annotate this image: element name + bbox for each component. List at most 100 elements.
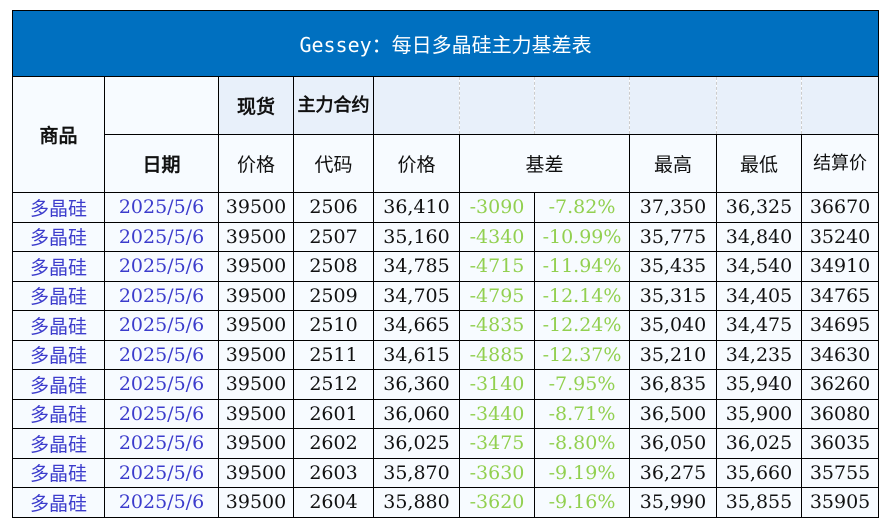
cell-low: 34,475: [716, 310, 802, 341]
cell-basis: -4885: [459, 339, 535, 370]
cell-code: 2507: [293, 221, 374, 252]
cell-product: 多晶硅: [12, 339, 105, 370]
cell-high: 36,050: [629, 428, 717, 459]
cell-settle: 34630: [800, 339, 880, 370]
cell-basis: -4835: [459, 310, 535, 341]
cell-price: 34,785: [373, 251, 460, 282]
cell-settle: 34765: [800, 280, 880, 311]
cell-date: 2025/5/6: [104, 221, 219, 252]
basis-table: Gessey：每日多晶硅主力基差表 商品 现货 主力合约 日期 价格 代码 价格…: [11, 10, 880, 518]
table-title: Gessey：每日多晶硅主力基差表: [11, 10, 880, 77]
cell-settle: 36080: [800, 398, 880, 429]
cell-spot: 39500: [218, 221, 294, 252]
cell-low: 35,900: [716, 398, 802, 429]
cell-price: 36,060: [373, 398, 460, 429]
cell-date: 2025/5/6: [104, 457, 219, 488]
cell-price: 36,360: [373, 369, 460, 400]
cell-product: 多晶硅: [12, 457, 105, 488]
header-low: 最低: [716, 134, 802, 193]
cell-high: 36,275: [629, 457, 717, 488]
table-row: 多晶硅 2025/5/6 39500 2601 36,060 -3440 -8.71% 36,…: [12, 398, 880, 429]
cell-price: 34,705: [373, 280, 460, 311]
cell-date: 2025/5/6: [104, 369, 219, 400]
header-spot-price: 价格: [218, 134, 294, 193]
cell-date: 2025/5/6: [104, 251, 219, 282]
cell-high: 35,210: [629, 339, 717, 370]
cell-basis-pct: -8.80%: [534, 428, 630, 459]
cell-product: 多晶硅: [12, 280, 105, 311]
cell-low: 34,405: [716, 280, 802, 311]
cell-product: 多晶硅: [12, 398, 105, 429]
header-code: 代码: [293, 134, 374, 193]
header-date: 日期: [104, 134, 219, 193]
cell-low: 35,940: [716, 369, 802, 400]
cell-basis: -3475: [459, 428, 535, 459]
cell-date: 2025/5/6: [104, 280, 219, 311]
table-row: 多晶硅 2025/5/6 39500 2604 35,880 -3620 -9.16% 35,…: [12, 487, 880, 518]
table-row: 多晶硅 2025/5/6 39500 2506 36,410 -3090 -7.82% 37,…: [12, 192, 880, 223]
header-main-contract: 主力合约: [293, 76, 374, 135]
table-row: 多晶硅 2025/5/6 39500 2509 34,705 -4795 -12.14% 35…: [12, 280, 880, 311]
cell-high: 35,990: [629, 487, 717, 518]
cell-code: 2506: [293, 192, 374, 223]
header-spot: 现货: [218, 76, 294, 135]
cell-basis-pct: -7.95%: [534, 369, 630, 400]
cell-settle: 35905: [800, 487, 880, 518]
cell-price: 36,025: [373, 428, 460, 459]
cell-settle: 34695: [800, 310, 880, 341]
header-empty: [104, 76, 219, 135]
cell-product: 多晶硅: [12, 221, 105, 252]
cell-settle: 35240: [800, 221, 880, 252]
header-settle: 结算价: [800, 134, 880, 193]
cell-product: 多晶硅: [12, 192, 105, 223]
table-row: 多晶硅 2025/5/6 39500 2510 34,665 -4835 -12.24% 35…: [12, 310, 880, 341]
cell-spot: 39500: [218, 192, 294, 223]
cell-basis-pct: -8.71%: [534, 398, 630, 429]
table-row: 多晶硅 2025/5/6 39500 2507 35,160 -4340 -10.99% 35…: [12, 221, 880, 252]
cell-code: 2602: [293, 428, 374, 459]
cell-low: 35,855: [716, 487, 802, 518]
cell-basis: -4795: [459, 280, 535, 311]
cell-basis: -3630: [459, 457, 535, 488]
cell-basis-pct: -12.24%: [534, 310, 630, 341]
cell-date: 2025/5/6: [104, 192, 219, 223]
cell-basis: -3440: [459, 398, 535, 429]
cell-basis: -3090: [459, 192, 535, 223]
cell-spot: 39500: [218, 339, 294, 370]
cell-low: 34,540: [716, 251, 802, 282]
cell-spot: 39500: [218, 251, 294, 282]
cell-settle: 36035: [800, 428, 880, 459]
cell-spot: 39500: [218, 280, 294, 311]
cell-price: 34,615: [373, 339, 460, 370]
cell-code: 2512: [293, 369, 374, 400]
cell-basis-pct: -12.37%: [534, 339, 630, 370]
cell-spot: 39500: [218, 369, 294, 400]
header-price: 价格: [373, 134, 460, 193]
cell-product: 多晶硅: [12, 369, 105, 400]
cell-date: 2025/5/6: [104, 339, 219, 370]
header-basis: 基差: [459, 134, 630, 193]
cell-high: 35,315: [629, 280, 717, 311]
cell-settle: 35755: [800, 457, 880, 488]
cell-settle: 36670: [800, 192, 880, 223]
cell-code: 2509: [293, 280, 374, 311]
table-row: 多晶硅 2025/5/6 39500 2512 36,360 -3140 -7.95% 36,…: [12, 369, 880, 400]
cell-product: 多晶硅: [12, 310, 105, 341]
cell-high: 36,835: [629, 369, 717, 400]
cell-code: 2604: [293, 487, 374, 518]
cell-price: 34,665: [373, 310, 460, 341]
cell-spot: 39500: [218, 398, 294, 429]
cell-price: 36,410: [373, 192, 460, 223]
cell-low: 35,660: [716, 457, 802, 488]
cell-basis-pct: -12.14%: [534, 280, 630, 311]
cell-price: 35,160: [373, 221, 460, 252]
cell-basis-pct: -9.16%: [534, 487, 630, 518]
cell-code: 2601: [293, 398, 374, 429]
cell-product: 多晶硅: [12, 487, 105, 518]
cell-code: 2511: [293, 339, 374, 370]
cell-high: 35,435: [629, 251, 717, 282]
cell-spot: 39500: [218, 310, 294, 341]
cell-high: 37,350: [629, 192, 717, 223]
cell-basis-pct: -7.82%: [534, 192, 630, 223]
table-row: 多晶硅 2025/5/6 39500 2511 34,615 -4885 -12.37% 35…: [12, 339, 880, 370]
